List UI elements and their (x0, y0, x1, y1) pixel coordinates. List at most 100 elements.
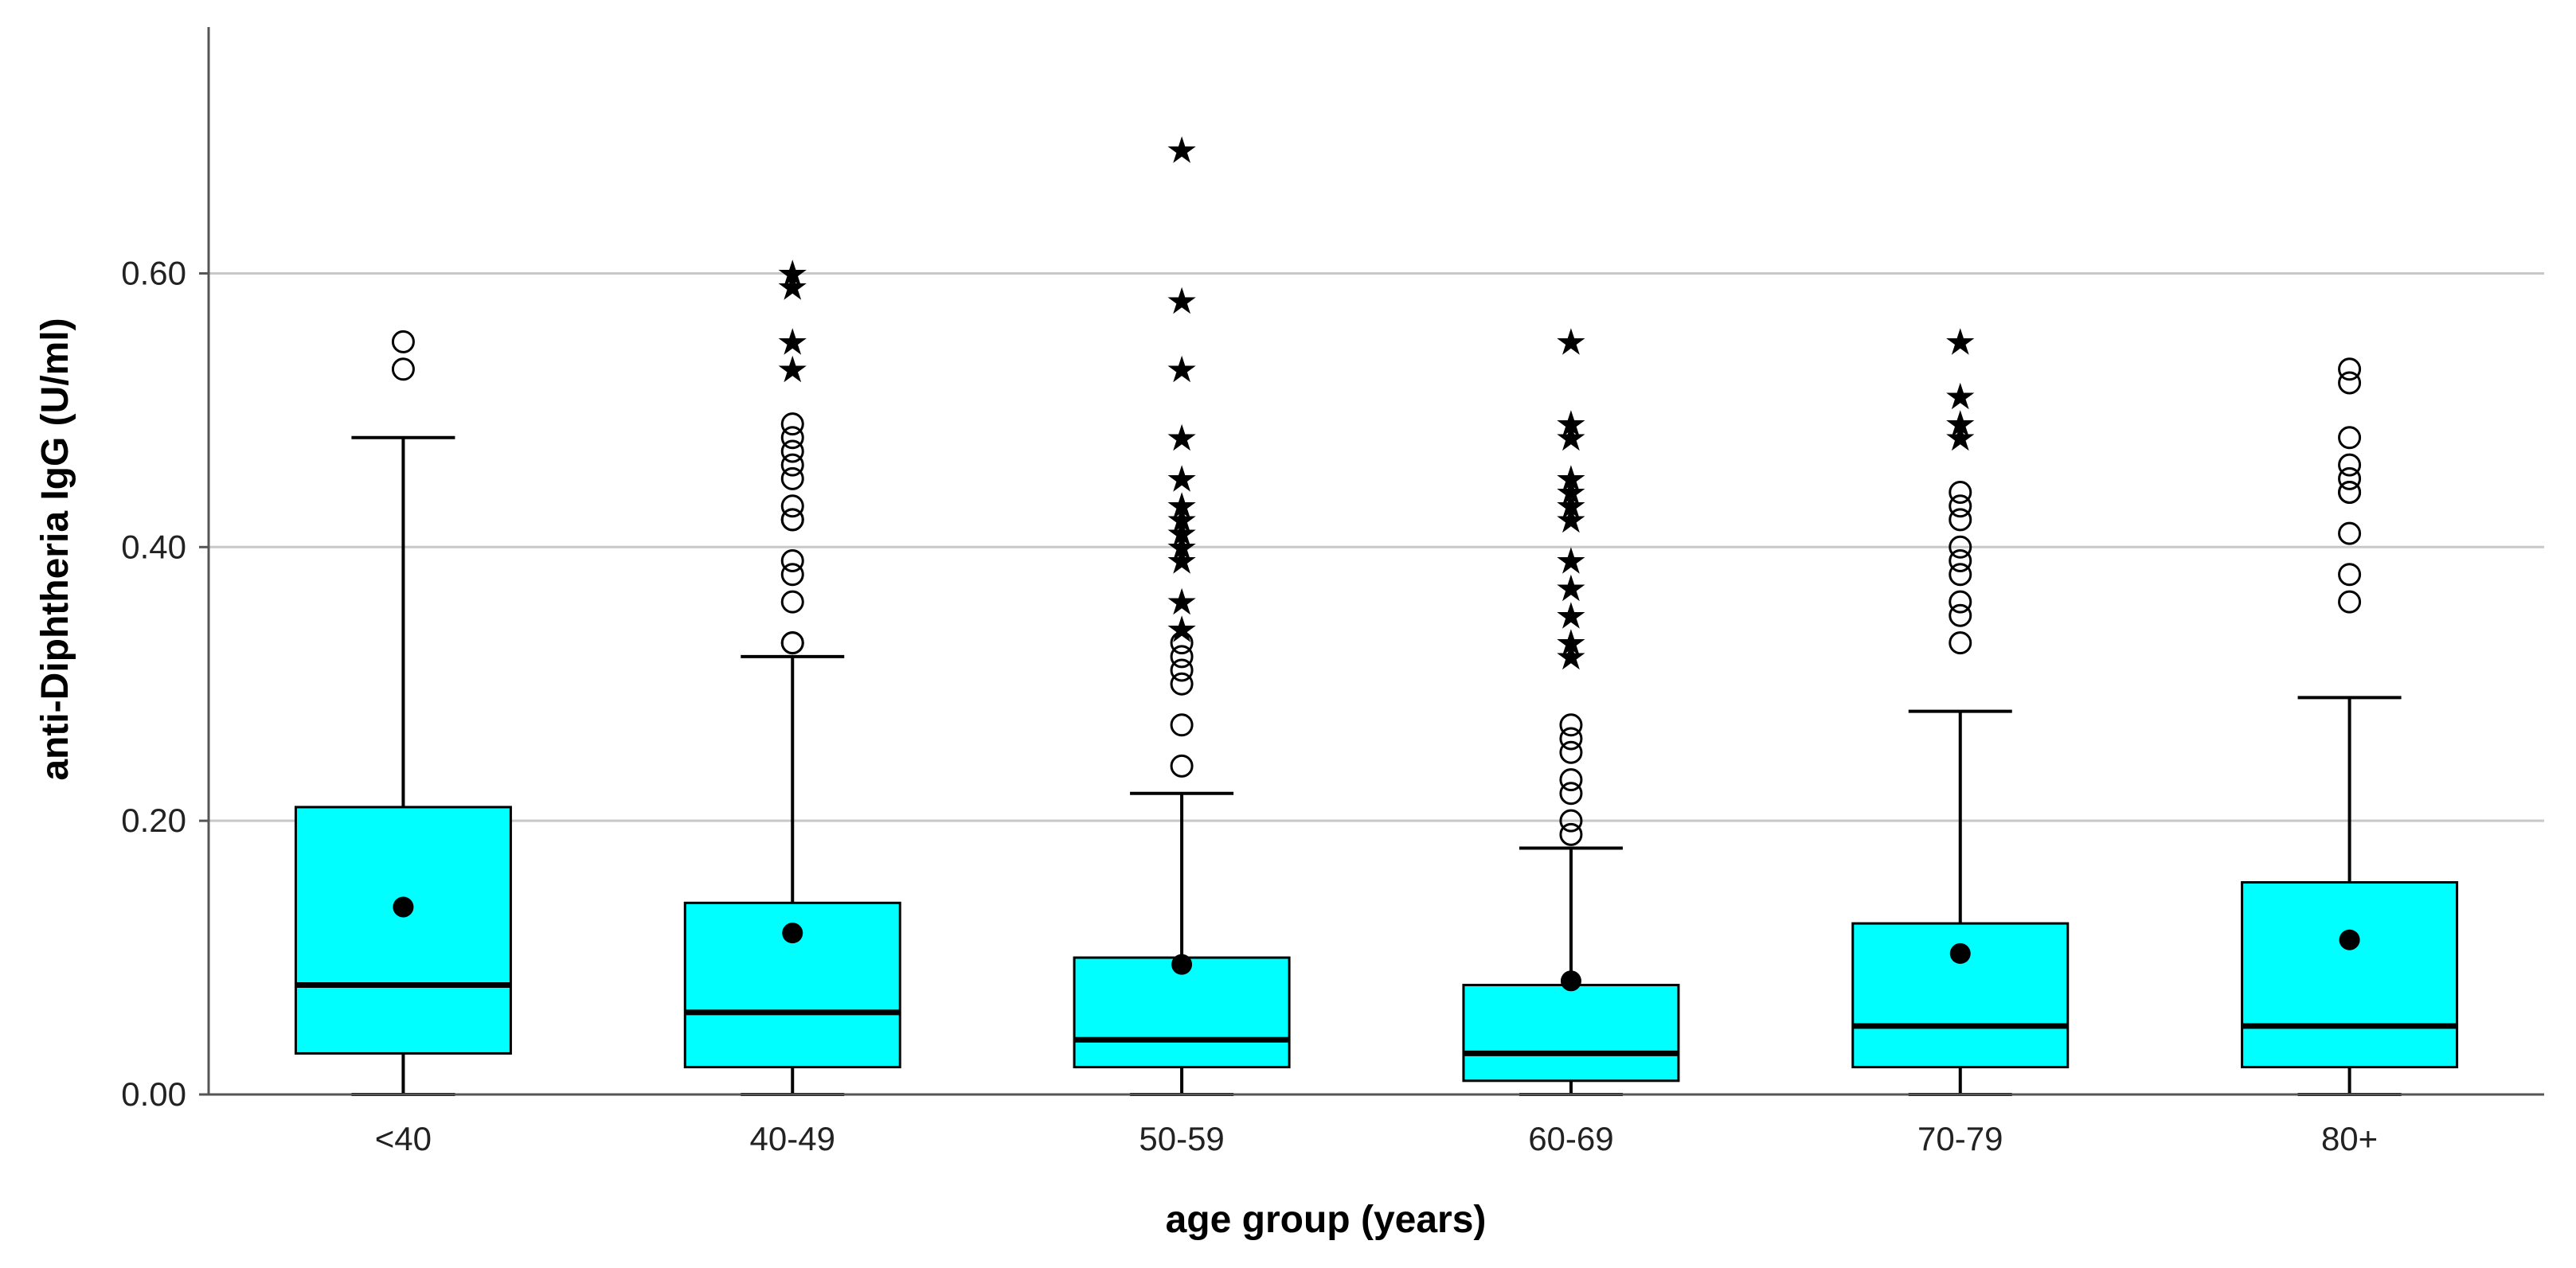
outlier-point (1170, 645, 1194, 669)
grid-lines (209, 271, 2544, 822)
outlier-point (2338, 357, 2362, 381)
outlier-point (1559, 822, 1583, 846)
outlier-point (780, 466, 804, 490)
outlier-point (1949, 631, 1972, 655)
extreme-point: ★ (1165, 512, 1198, 555)
outlier-point (1170, 631, 1194, 655)
x-axis-ticks: <40 40-49 50-59 60-69 70-79 80+ (375, 1120, 2378, 1157)
x-tick-label: 70-79 (1917, 1120, 2003, 1157)
extreme-point: ★ (1554, 457, 1587, 500)
outlier-point (2338, 466, 2362, 490)
outlier-point (2338, 590, 2362, 614)
outlier-point (780, 590, 804, 614)
box-series: ★★★★★★★★★★★★★★★★★★★★★★★★★★★★★★★★ (294, 129, 2459, 1096)
box-group-4: ★★★★★★★★★★★★ (1462, 320, 1680, 1096)
outlier-point (1170, 713, 1194, 737)
outlier-point (2338, 453, 2362, 477)
mean-marker (1171, 954, 1193, 975)
y-axis-title: anti-Diphtheria IgG (U/ml) (34, 318, 76, 780)
outlier-point (1949, 603, 1972, 627)
outlier-point (1559, 809, 1583, 833)
mean-marker (782, 923, 803, 944)
extreme-point: ★ (1554, 594, 1587, 637)
outlier-point (1949, 494, 1972, 518)
x-tick-label: 80+ (2321, 1120, 2378, 1157)
extreme-point: ★ (1944, 375, 1976, 418)
extreme-point: ★ (1165, 580, 1198, 623)
outlier-point (2338, 426, 2362, 450)
outlier-point (1170, 672, 1194, 696)
extreme-point: ★ (1165, 525, 1198, 568)
outlier-point (391, 330, 415, 353)
box-group-2: ★★★★ (683, 252, 901, 1096)
iqr-box (2241, 881, 2459, 1069)
extreme-point: ★ (1165, 348, 1198, 391)
extreme-point: ★ (1554, 320, 1587, 363)
outlier-point (1559, 768, 1583, 792)
outlier-point (1559, 713, 1583, 737)
x-tick-label: 40-49 (750, 1120, 835, 1157)
extreme-point: ★ (1944, 403, 1976, 446)
outlier-point (780, 494, 804, 518)
y-tick-label: 0.60 (121, 254, 186, 291)
y-tick-label: 0.20 (121, 802, 186, 839)
extreme-point: ★ (1165, 457, 1198, 500)
x-tick-label: 60-69 (1528, 1120, 1613, 1157)
box-group-6 (2241, 357, 2459, 1096)
extreme-point: ★ (1165, 485, 1198, 528)
outlier-point (1949, 563, 1972, 587)
outlier-point (1559, 727, 1583, 751)
extreme-point: ★ (1165, 416, 1198, 459)
outlier-point (1170, 658, 1194, 682)
outlier-point (780, 549, 804, 572)
extreme-point: ★ (1165, 279, 1198, 322)
outlier-point (1949, 481, 1972, 505)
outlier-point (780, 412, 804, 436)
x-tick-label: <40 (375, 1120, 432, 1157)
extreme-point: ★ (776, 252, 809, 295)
extreme-point: ★ (776, 348, 809, 391)
outlier-point (1170, 754, 1194, 778)
outlier-point (1949, 508, 1972, 532)
extreme-point: ★ (1554, 622, 1587, 665)
extreme-point: ★ (1554, 485, 1587, 528)
extreme-point: ★ (776, 320, 809, 363)
box-group-1 (294, 330, 512, 1096)
extreme-point: ★ (1554, 567, 1587, 610)
y-tick-label: 0.00 (121, 1075, 186, 1113)
mean-marker (2339, 929, 2360, 950)
iqr-box (1462, 983, 1680, 1083)
iqr-box (294, 806, 512, 1055)
x-tick-label: 50-59 (1139, 1120, 1224, 1157)
outlier-point (780, 439, 804, 463)
mean-marker (1560, 970, 1581, 992)
iqr-box (1073, 956, 1291, 1069)
outlier-point (2338, 521, 2362, 545)
outlier-point (1949, 535, 1972, 559)
outlier-point (1559, 740, 1583, 764)
outlier-point (1949, 590, 1972, 614)
outlier-point (780, 426, 804, 450)
extreme-point: ★ (1165, 129, 1198, 172)
mean-marker (393, 896, 414, 918)
extreme-point: ★ (1554, 416, 1587, 459)
outlier-point (780, 563, 804, 587)
x-axis-title: age group (years) (1166, 1199, 1487, 1241)
outlier-point (2338, 481, 2362, 505)
outlier-point (2338, 563, 2362, 587)
outlier-point (780, 508, 804, 532)
y-tick-label: 0.40 (121, 528, 186, 565)
outlier-point (780, 453, 804, 477)
extreme-point: ★ (1944, 416, 1976, 459)
extreme-point: ★ (1165, 498, 1198, 541)
outlier-point (1949, 549, 1972, 572)
extreme-point: ★ (1554, 540, 1587, 583)
outlier-point (391, 357, 415, 381)
outlier-point (780, 631, 804, 655)
mean-marker (1949, 942, 1971, 964)
extreme-point: ★ (1944, 320, 1976, 363)
extreme-point: ★ (1554, 471, 1587, 514)
box-group-3: ★★★★★★★★★★★★ (1073, 129, 1291, 1096)
extreme-point: ★ (1165, 607, 1198, 650)
extreme-point: ★ (1165, 540, 1198, 583)
